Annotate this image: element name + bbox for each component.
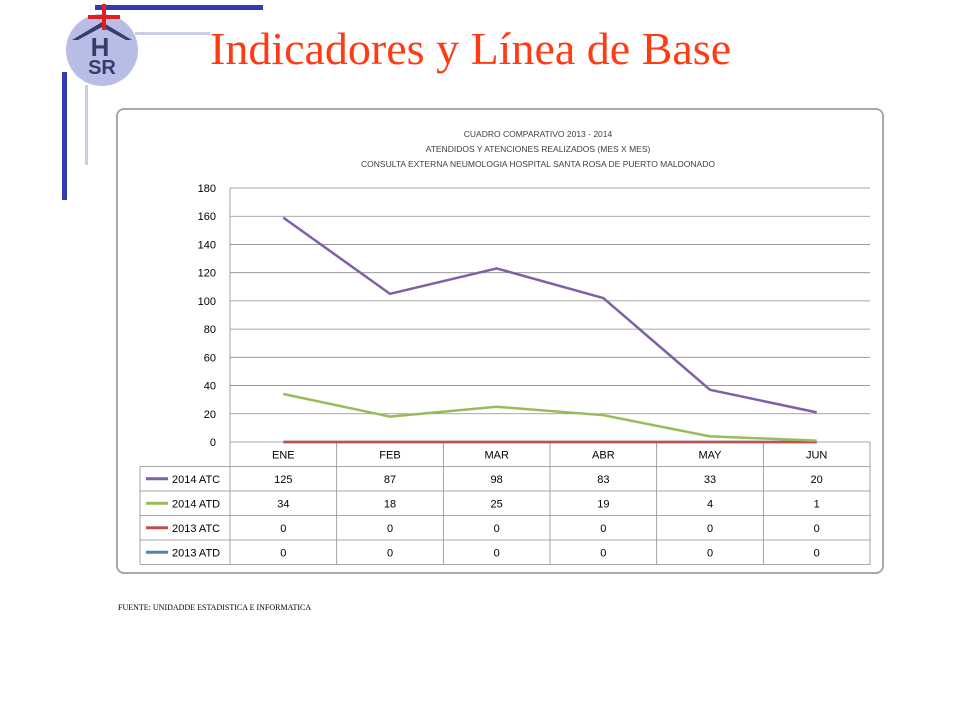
chart-title-line: CONSULTA EXTERNA NEUMOLOGIA HOSPITAL SAN…	[361, 159, 715, 169]
table-cell-value: 20	[811, 474, 823, 486]
table-cell-value: 4	[707, 498, 713, 510]
table-cell-value: 0	[600, 523, 606, 535]
logo-bar-top	[95, 5, 263, 10]
logo-bar-light-h	[135, 32, 210, 35]
table-cell-value: 0	[707, 547, 713, 559]
chart-title-line: CUADRO COMPARATIVO 2013 - 2014	[464, 129, 613, 139]
table-cell-value: 25	[491, 498, 503, 510]
y-tick-label: 180	[198, 183, 216, 195]
table-cell-value: 0	[814, 547, 820, 559]
y-tick-label: 160	[198, 211, 216, 223]
table-cell-value: 0	[707, 523, 713, 535]
hospital-logo: H SR	[62, 4, 263, 200]
series-line	[283, 392, 817, 442]
x-category-label: FEB	[379, 449, 400, 461]
table-cell-value: 33	[704, 474, 716, 486]
y-tick-label: 0	[210, 437, 216, 449]
y-tick-label: 140	[198, 239, 216, 251]
table-cell-value: 0	[494, 523, 500, 535]
chart-container: CUADRO COMPARATIVO 2013 - 2014 ATENDIDOS …	[116, 108, 884, 574]
table-cell-value: 0	[280, 547, 286, 559]
logo-bar-light-v	[85, 85, 88, 165]
y-tick-label: 100	[198, 296, 216, 308]
y-tick-label: 80	[204, 324, 216, 336]
slide-title: Indicadores y Línea de Base	[210, 23, 732, 74]
source-note: FUENTE: UNIDADDE ESTADISTICA E INFORMATI…	[118, 603, 312, 612]
table-cell-value: 0	[494, 547, 500, 559]
table-cell-value: 0	[387, 523, 393, 535]
y-tick-label: 40	[204, 381, 216, 393]
x-category-label: ENE	[272, 449, 295, 461]
table-cell-value: 0	[280, 523, 286, 535]
y-tick-label: 120	[198, 268, 216, 280]
table-cell-value: 87	[384, 474, 396, 486]
x-category-label: JUN	[806, 449, 827, 461]
series-name: 2013 ATC	[172, 523, 220, 535]
line-chart: CUADRO COMPARATIVO 2013 - 2014 ATENDIDOS …	[139, 129, 871, 565]
logo-bar-left	[62, 72, 67, 200]
y-tick-label: 60	[204, 352, 216, 364]
table-cell-value: 0	[814, 523, 820, 535]
table-cell-value: 125	[274, 474, 292, 486]
table-cell-value: 34	[277, 498, 289, 510]
y-tick-label: 20	[204, 409, 216, 421]
x-category-label: MAR	[484, 449, 509, 461]
logo-letter-h: H	[91, 32, 110, 62]
logo-circle	[66, 14, 138, 86]
table-cell-value: 19	[597, 498, 609, 510]
x-category-label: MAY	[698, 449, 722, 461]
table-cell-value: 0	[600, 547, 606, 559]
series-line	[282, 216, 817, 414]
logo-letters-sr: SR	[88, 57, 116, 79]
table-cell-value: 0	[387, 547, 393, 559]
table-cell-value: 98	[491, 474, 503, 486]
chart-title-line: ATENDIDOS Y ATENCIONES REALIZADOS (MES X…	[426, 144, 651, 154]
table-cell-value: 18	[384, 498, 396, 510]
x-category-label: ABR	[592, 449, 615, 461]
series-name: 2013 ATD	[172, 547, 220, 559]
table-cell-value: 83	[597, 474, 609, 486]
series-name: 2014 ATC	[172, 474, 220, 486]
logo-cross-v	[102, 4, 106, 30]
series-name: 2014 ATD	[172, 498, 220, 510]
table-cell-value: 1	[814, 498, 820, 510]
